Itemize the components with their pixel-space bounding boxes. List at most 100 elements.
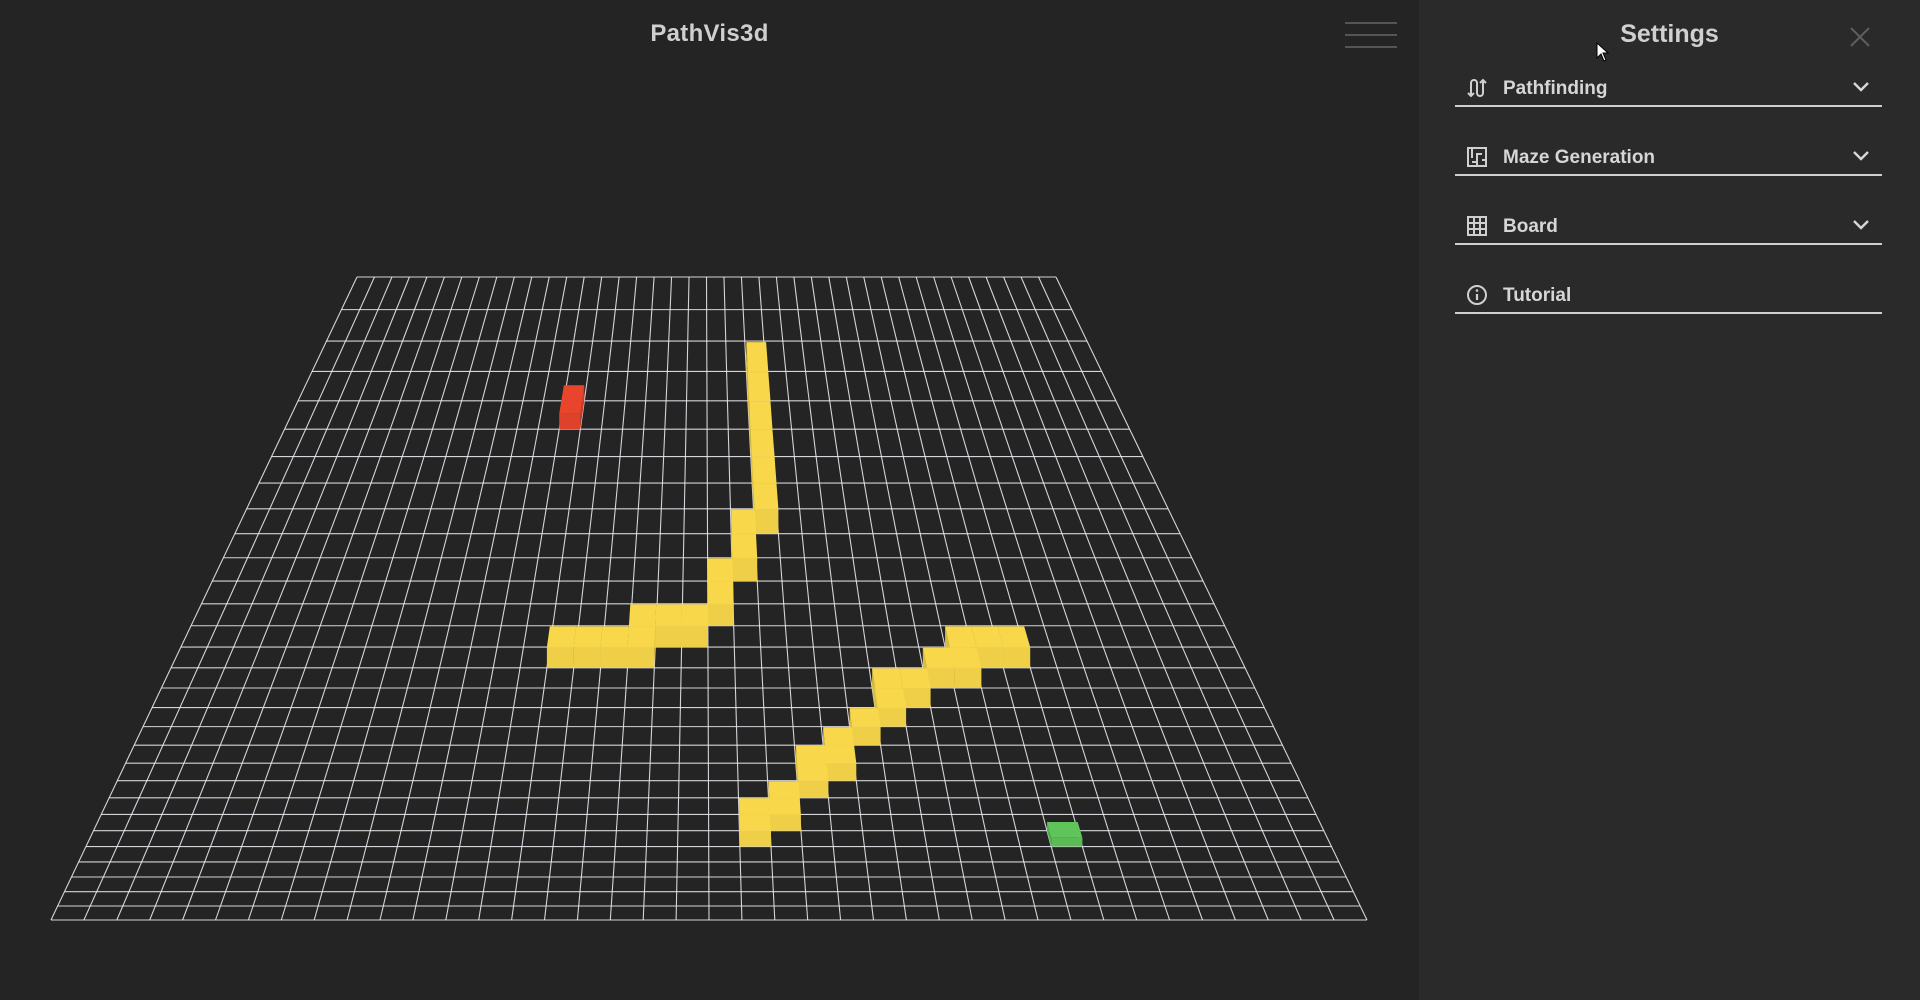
cube-top-face [546, 626, 577, 648]
menu-line-icon [1345, 34, 1397, 36]
cube-top-face [997, 626, 1031, 648]
settings-panel: Settings [1419, 0, 1920, 1000]
hamburger-menu-button[interactable] [1345, 20, 1397, 50]
cube-front-face [627, 647, 655, 668]
chevron-down-icon[interactable] [1852, 150, 1870, 162]
cube-front-face [798, 780, 829, 798]
wall-cube[interactable] [797, 763, 829, 798]
grid-line [116, 276, 393, 921]
cube-top-face [753, 483, 779, 509]
cube-front-face [573, 647, 601, 668]
wall-cube[interactable] [739, 814, 771, 847]
section-label: Board [1503, 216, 1558, 237]
grid-line [543, 276, 620, 921]
grid-line [642, 276, 673, 921]
cube-top-face [559, 385, 585, 414]
grid-line [182, 276, 428, 921]
cube-top-face [797, 763, 829, 781]
wall-cube[interactable] [707, 581, 734, 626]
cube-top-face [731, 509, 756, 534]
grid-line [968, 276, 1204, 921]
cube-top-face [752, 457, 777, 484]
cube-top-face [747, 372, 771, 401]
cube-top-face [823, 727, 855, 746]
cube-side-face [752, 457, 754, 509]
close-icon[interactable] [1849, 26, 1871, 48]
wall-cube[interactable] [824, 745, 857, 781]
grid-line [1055, 276, 1368, 921]
wall-cube[interactable] [753, 483, 779, 534]
wall-cube[interactable] [655, 604, 682, 648]
end-node[interactable] [1047, 822, 1083, 847]
cube-front-face [826, 763, 857, 781]
wall-cube[interactable] [949, 647, 982, 688]
wall-cube[interactable] [600, 626, 629, 668]
cube-top-face [750, 430, 775, 457]
cube-front-face [902, 688, 931, 708]
path-icon [1467, 78, 1487, 98]
cube-side-face [750, 430, 753, 484]
grid-line [149, 276, 410, 921]
section-pathfinding[interactable]: Pathfinding [1455, 69, 1882, 107]
maze-icon [1467, 147, 1487, 167]
grid-line [828, 276, 940, 921]
cube-side-face [731, 509, 732, 558]
wall-cube[interactable] [681, 604, 708, 648]
cube-front-face [770, 814, 801, 831]
cube-side-face [747, 372, 750, 430]
cube-top-face [731, 534, 758, 558]
grid-line [576, 276, 638, 921]
cube-front-face [546, 647, 574, 668]
section-maze-generation[interactable]: Maze Generation [1455, 138, 1882, 176]
cube-front-face [976, 647, 1004, 668]
cube-front-face [681, 625, 708, 648]
cube-top-face [600, 626, 629, 648]
cube-top-face [922, 647, 955, 668]
grid-line [705, 276, 710, 921]
chevron-down-icon[interactable] [1852, 81, 1870, 93]
wall-cube[interactable] [849, 708, 881, 746]
cube-side-face [872, 668, 875, 708]
cube-top-face [971, 626, 1004, 648]
cube-side-face [795, 745, 798, 781]
menu-line-icon [1345, 22, 1397, 24]
section-label: Pathfinding [1503, 78, 1608, 99]
wall-cube[interactable] [731, 534, 758, 582]
info-icon [1467, 285, 1487, 305]
cube-top-face [628, 604, 657, 626]
cube-top-face [739, 798, 771, 815]
board-scene[interactable] [0, 0, 1419, 1000]
grid-line [1038, 276, 1335, 921]
board-viewport[interactable]: PathVis3d [0, 0, 1419, 1000]
grid-line [880, 276, 1039, 921]
cube-side-face [580, 385, 585, 430]
grid-line [445, 276, 568, 921]
grid-line [379, 276, 533, 921]
grid-line [810, 276, 907, 921]
grid-line [83, 276, 375, 921]
cube-top-face [707, 581, 734, 604]
cube-front-face [739, 830, 771, 847]
grid-line [985, 276, 1236, 921]
grid-icon [1467, 216, 1487, 236]
start-node[interactable] [559, 385, 585, 430]
mouse-cursor-icon [1596, 42, 1610, 62]
cube-top-face [872, 668, 903, 688]
chevron-down-icon[interactable] [1852, 219, 1870, 231]
grid-line [675, 276, 690, 921]
wall-cube[interactable] [573, 626, 603, 668]
cube-top-face [746, 342, 769, 372]
grid-line [313, 276, 498, 921]
section-board[interactable]: Board [1455, 207, 1882, 245]
wall-cube[interactable] [627, 626, 656, 668]
cube-side-face [1047, 822, 1052, 847]
cube-top-face [795, 745, 827, 764]
cube-top-face [849, 708, 881, 727]
grid-line [950, 276, 1171, 921]
cube-front-face [600, 647, 628, 668]
settings-title: Settings [1620, 20, 1719, 48]
wall-cube[interactable] [769, 798, 801, 831]
cube-top-face [945, 626, 977, 648]
wall-cube[interactable] [546, 626, 577, 668]
section-tutorial[interactable]: Tutorial [1455, 276, 1882, 314]
